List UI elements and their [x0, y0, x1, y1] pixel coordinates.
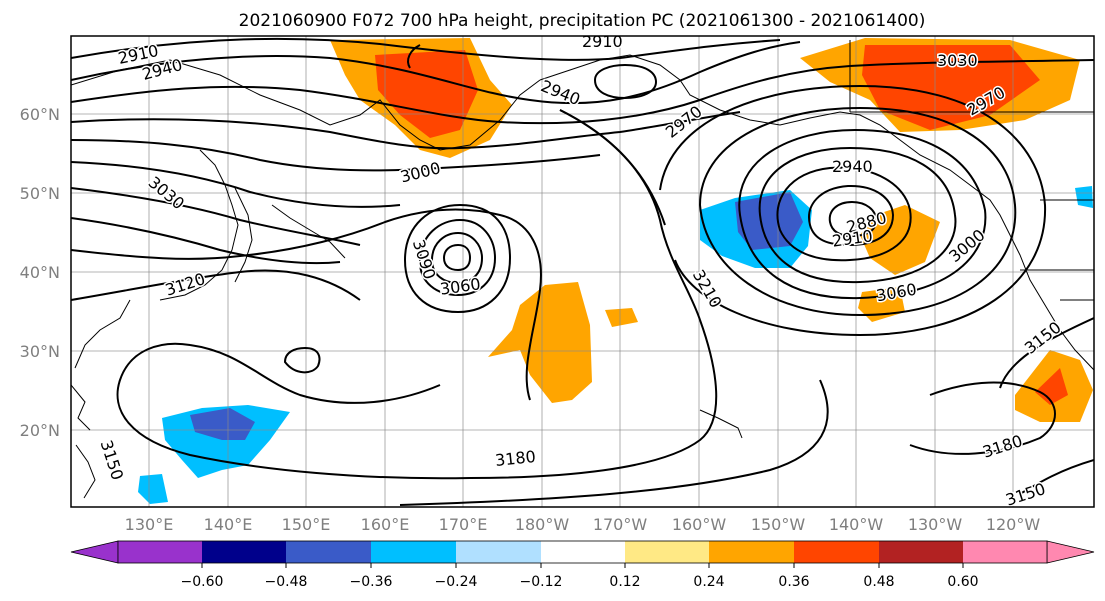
lat-label: 30°N — [20, 342, 60, 361]
colorbar-segment — [709, 541, 794, 563]
precip-negative-area — [138, 474, 168, 504]
colorbar-right-extension — [1046, 540, 1095, 564]
lon-label: 170°E — [439, 515, 488, 534]
lat-label: 40°N — [20, 263, 60, 282]
precip-strong-area — [1035, 368, 1068, 405]
precip-strong-area — [862, 45, 1040, 130]
lat-label: 50°N — [20, 184, 60, 203]
lon-label: 140°W — [829, 515, 884, 534]
colorbar-left-extension — [70, 540, 119, 564]
precip-positive-area — [860, 205, 940, 275]
precip-positive-area — [605, 308, 638, 327]
precip-strong-negative-area — [735, 192, 803, 250]
colorbar-segment — [794, 541, 879, 563]
height-contours — [71, 37, 1094, 506]
colorbar-segment — [371, 541, 456, 563]
lon-label: 160°W — [672, 515, 727, 534]
lon-label: 120°W — [986, 515, 1041, 534]
colorbar-segment — [625, 541, 709, 563]
lon-label: 130°W — [908, 515, 963, 534]
precip-strong-negative-area — [190, 408, 255, 440]
precip-negative-area — [1075, 186, 1093, 208]
colorbar-tick-label: −0.36 — [350, 574, 393, 590]
colorbar-segment — [879, 541, 963, 563]
colorbar-segment — [963, 541, 1047, 563]
colorbar-ticks — [201, 563, 964, 568]
colorbar-tick-label: −0.12 — [520, 574, 563, 590]
colorbar-segment — [286, 541, 371, 563]
colorbar: −0.60 −0.48 −0.36 −0.24 −0.12 0.12 0.24 … — [70, 540, 1095, 590]
contour-label: 2940 — [832, 157, 873, 176]
colorbar-tick-label: 0.36 — [778, 574, 809, 590]
figure-title: 2021060900 F072 700 hPa height, precipit… — [239, 11, 926, 31]
colorbar-tick-label: 0.48 — [863, 574, 894, 590]
lon-label: 130°E — [125, 515, 174, 534]
colorbar-tick-label: −0.60 — [181, 574, 224, 590]
lon-label: 170°W — [593, 515, 648, 534]
lat-label: 60°N — [20, 105, 60, 124]
colorbar-tick-label: 0.12 — [609, 574, 640, 590]
colorbar-segment — [456, 541, 541, 563]
lon-label: 150°W — [751, 515, 806, 534]
coastlines — [71, 40, 1094, 499]
lon-label: 140°E — [204, 515, 253, 534]
contour-label: 2910 — [582, 32, 623, 51]
colorbar-segment — [541, 541, 625, 563]
latitude-labels: 60°N 50°N 40°N 30°N 20°N — [20, 105, 60, 440]
lon-label: 180°W — [515, 515, 570, 534]
colorbar-tick-label: 0.60 — [947, 574, 978, 590]
map-frame — [70, 35, 1095, 508]
lon-label: 150°E — [282, 515, 331, 534]
colorbar-tick-label: −0.48 — [265, 574, 308, 590]
colorbar-segment — [118, 541, 202, 563]
colorbar-tick-label: 0.24 — [693, 574, 724, 590]
contour-label: 3030 — [937, 51, 978, 70]
precip-positive-area — [488, 282, 592, 403]
colorbar-outline — [117, 540, 1048, 564]
lon-label: 160°E — [361, 515, 410, 534]
colorbar-tick-label: −0.24 — [435, 574, 478, 590]
longitude-labels: 130°E 140°E 150°E 160°E 170°E 180°W 170°… — [125, 515, 1041, 534]
lat-label: 20°N — [20, 421, 60, 440]
colorbar-segment — [202, 541, 286, 563]
